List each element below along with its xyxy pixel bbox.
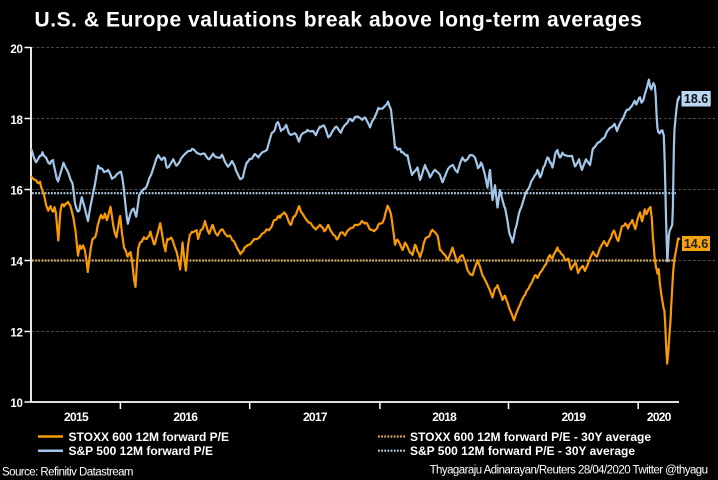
svg-text:STOXX 600 12M forward P/E: STOXX 600 12M forward P/E [69,430,230,444]
svg-text:2016: 2016 [173,410,198,424]
svg-text:12: 12 [10,327,22,339]
svg-text:2015: 2015 [64,410,89,424]
svg-text:2020: 2020 [647,410,672,424]
svg-text:S&P 500 12M forward P/E - 30Y: S&P 500 12M forward P/E - 30Y average [410,444,635,458]
svg-text:10: 10 [10,398,22,410]
svg-text:16: 16 [10,186,22,198]
svg-text:Source: Refinitiv Datastream: Source: Refinitiv Datastream [2,467,133,479]
svg-text:18: 18 [10,115,23,127]
svg-text:S&P 500 12M forward P/E: S&P 500 12M forward P/E [69,444,214,458]
svg-text:20: 20 [10,44,22,56]
svg-text:18.6: 18.6 [684,92,708,106]
svg-text:2017: 2017 [303,410,328,424]
svg-text:Thyagaraju Adinarayan/Reuters: Thyagaraju Adinarayan/Reuters 28/04/2020… [430,464,708,476]
svg-text:14.6: 14.6 [684,237,708,251]
svg-text:U.S. & Europe valuations break: U.S. & Europe valuations break above lon… [35,8,643,31]
svg-text:2018: 2018 [432,410,457,424]
svg-text:2019: 2019 [561,410,586,424]
svg-text:14: 14 [10,257,23,269]
svg-text:STOXX 600 12M forward P/E - 30: STOXX 600 12M forward P/E - 30Y average [410,430,651,444]
